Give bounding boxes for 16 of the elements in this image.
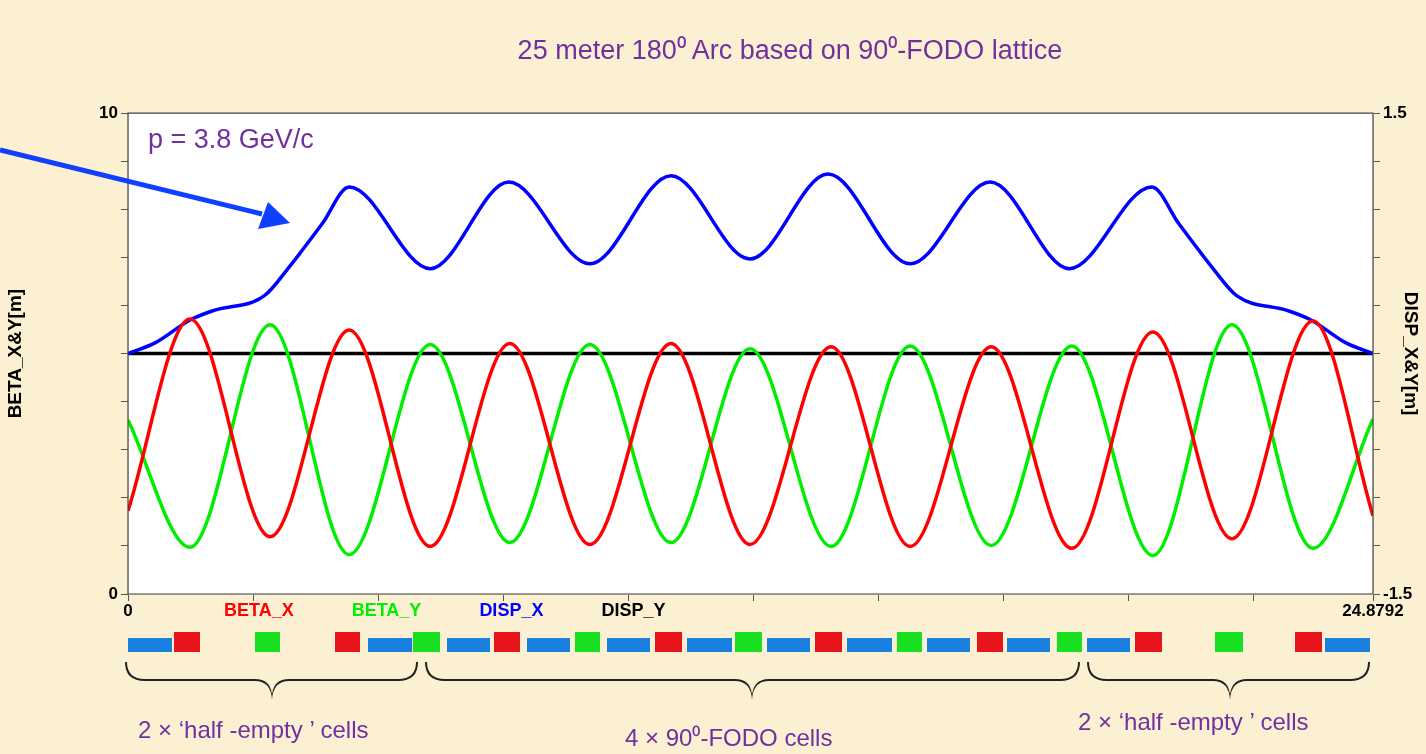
text: DISP_X: [479, 600, 544, 621]
text: BETA_X: [224, 600, 294, 621]
line-series: [128, 172, 1373, 356]
y2-axis-title: DISP_X&Y[m]: [1401, 291, 1423, 416]
x-tick-label: 24.8792: [1342, 600, 1404, 620]
y-tick-label: 10: [99, 102, 118, 122]
chart-title: 25 meter 180⁰ Arc based on 90⁰-FODO lattice: [516, 34, 1064, 67]
y2-tick-label: 1.5: [1383, 102, 1407, 122]
text: BETA_Y: [351, 600, 422, 621]
text: 2 × ‘half -empty ’ cells: [1078, 708, 1309, 736]
text: DISP_Y: [601, 600, 666, 621]
text: 4 × 90⁰-FODO cells: [625, 723, 833, 753]
y-axis-title: BETA_X&Y[m]: [3, 288, 25, 419]
text: 2 × ‘half -empty ’ cells: [138, 716, 369, 744]
y2-tick-label: -1.5: [1383, 583, 1413, 603]
annotation: p = 3.8 GeV/c: [148, 124, 314, 155]
